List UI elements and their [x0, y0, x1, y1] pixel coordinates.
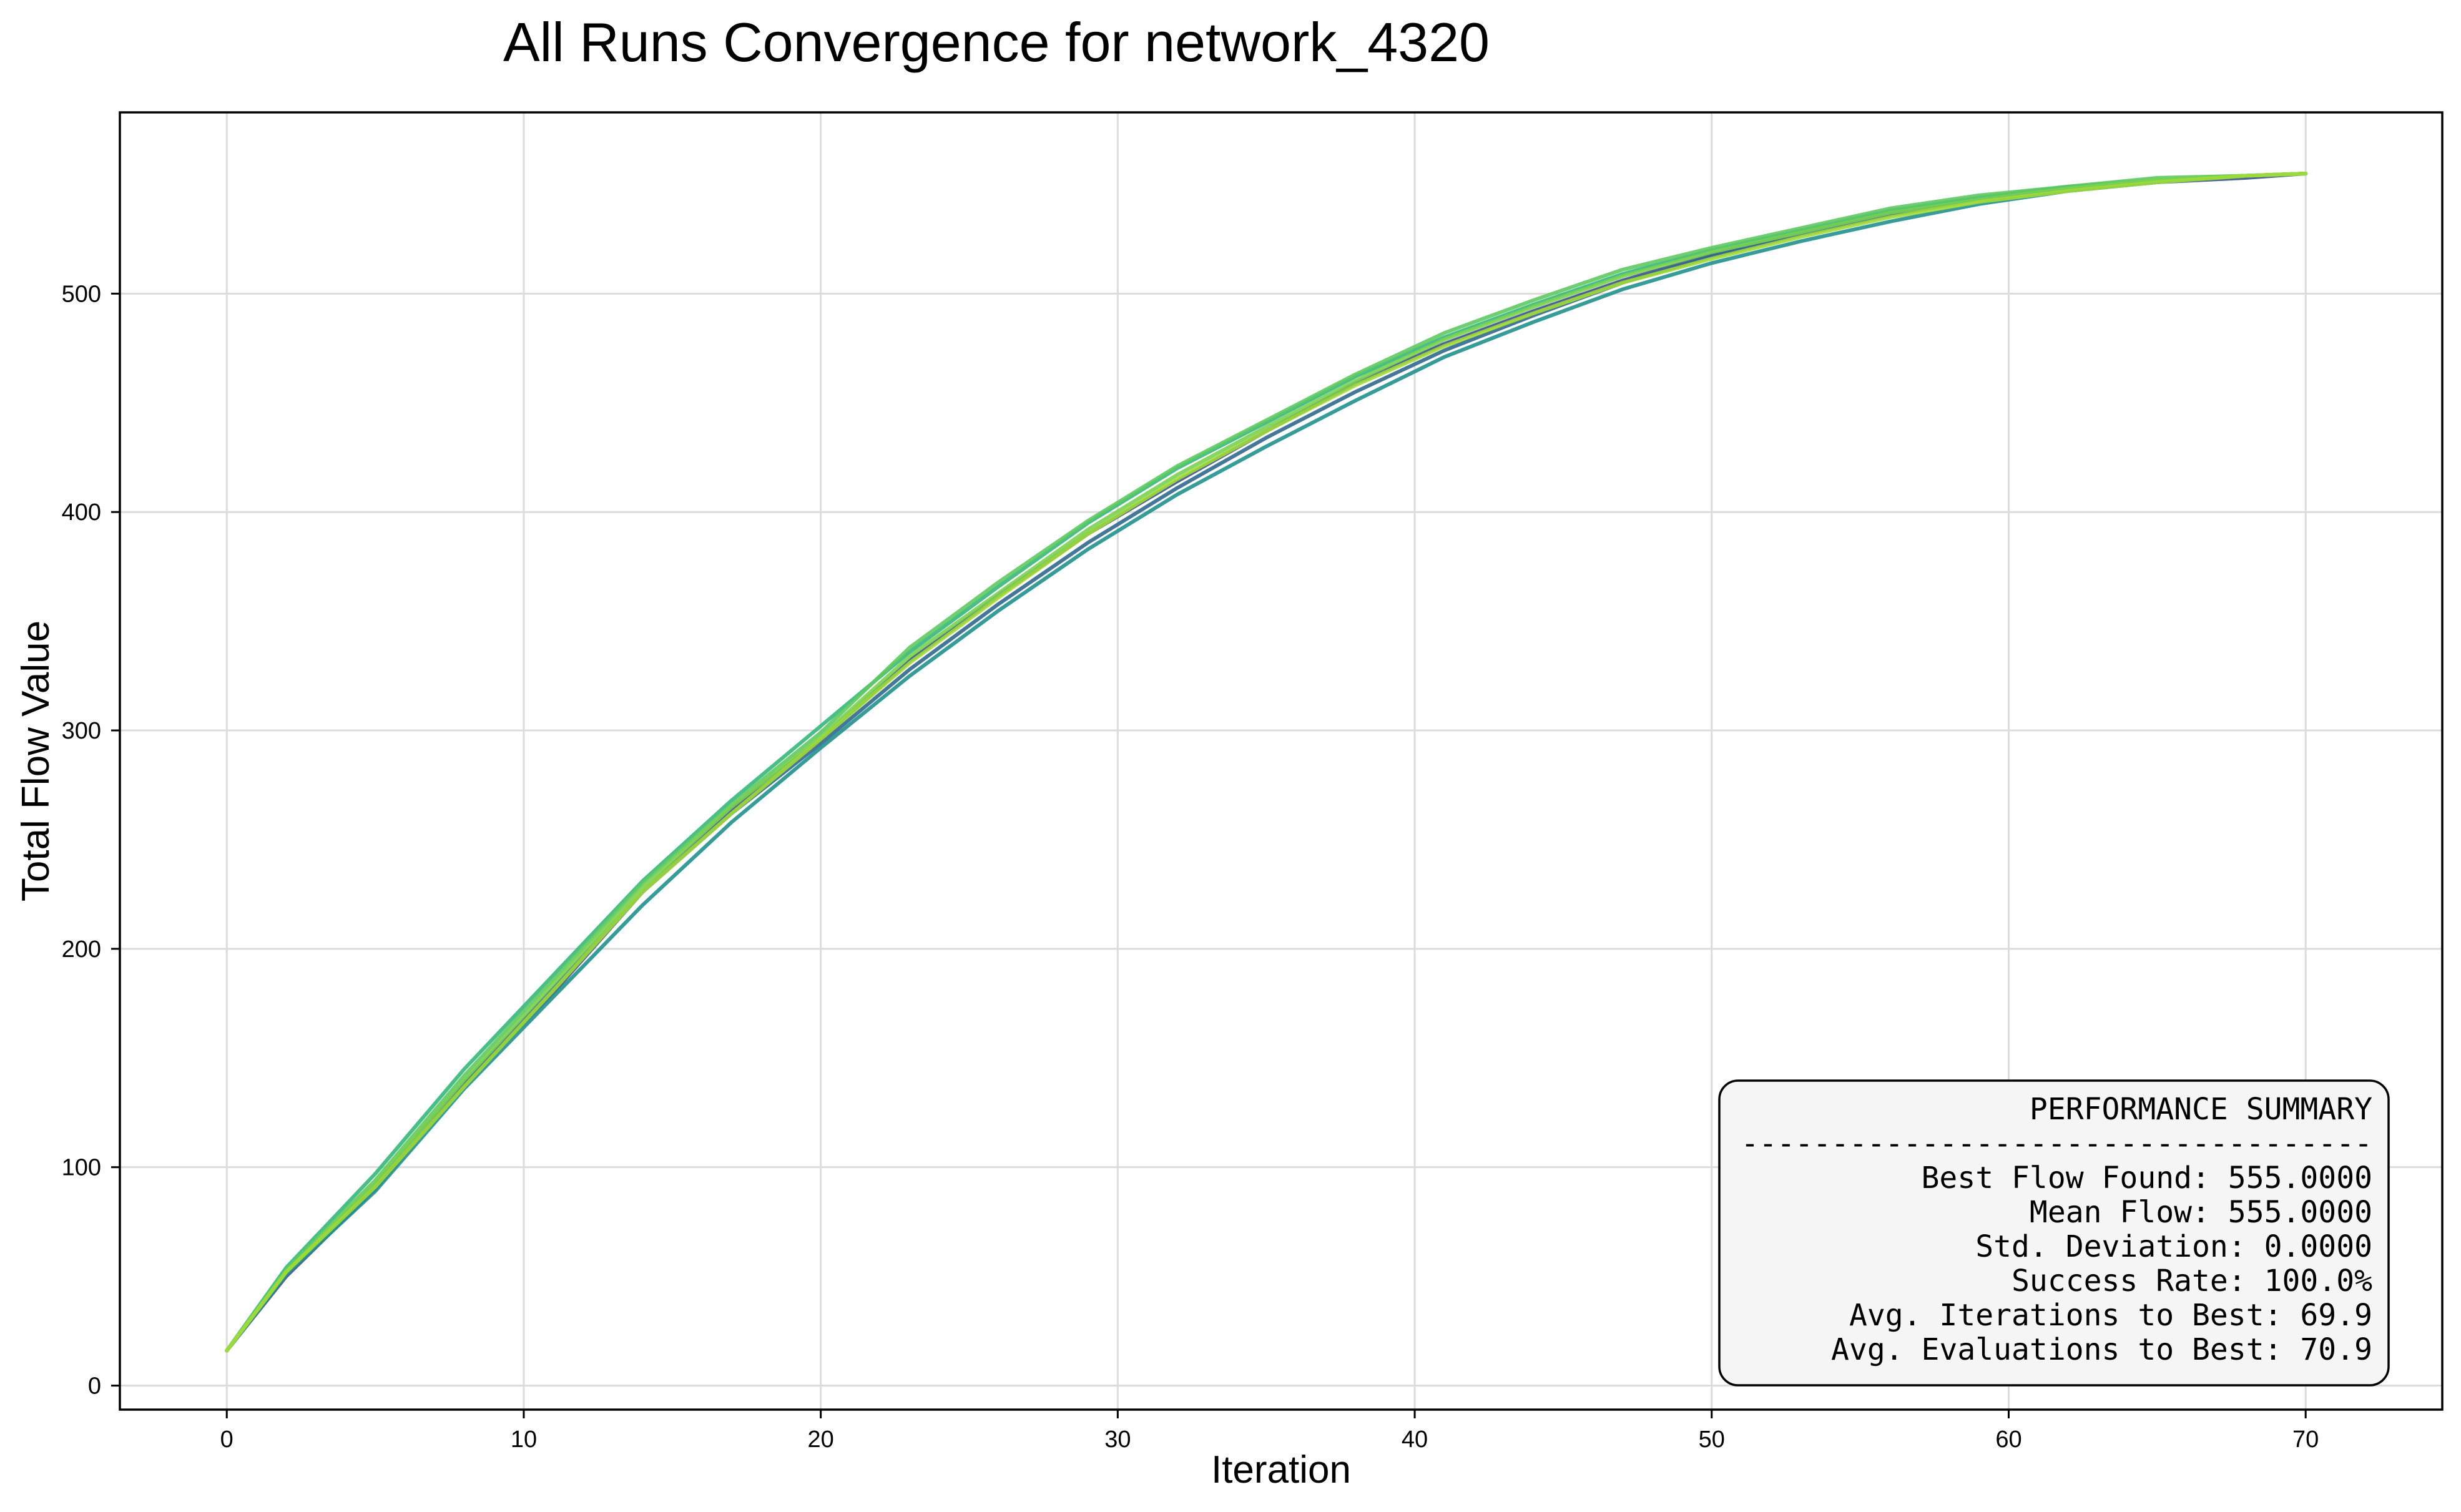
axis-ticks: 0 10 20 30 40 50 60 70 0 100 200 300 400 500 [62, 281, 2319, 1453]
summary-box-background [1718, 1079, 2390, 1387]
performance-summary-box: PERFORMANCE SUMMARY --------------------… [1718, 1079, 2390, 1387]
summary-mean-flow: Mean Flow: 555.0000 [2030, 1195, 2372, 1230]
summary-separator: ----------------------------------- [1741, 1126, 2372, 1161]
x-tick-label: 20 [808, 1426, 834, 1453]
series-line-run-3 [225, 172, 2308, 1353]
y-tick-label: 300 [62, 718, 101, 744]
x-axis-label: Iteration [1211, 1448, 1351, 1491]
y-axis-label: Total Flow Value [14, 621, 57, 901]
series-lines [225, 172, 2308, 1353]
x-tick-label: 40 [1402, 1426, 1428, 1453]
summary-success-rate: Success Rate: 100.0% [2012, 1264, 2372, 1298]
summary-std-deviation: Std. Deviation: 0.0000 [1975, 1229, 2372, 1264]
x-tick-label: 70 [2292, 1426, 2319, 1453]
x-tick-label: 10 [511, 1426, 537, 1453]
series-line-run-6 [225, 172, 2308, 1353]
y-tick-label: 100 [62, 1155, 101, 1181]
x-tick-label: 50 [1699, 1426, 1725, 1453]
y-tick-label: 500 [62, 281, 101, 307]
x-tick-label: 60 [1995, 1426, 2021, 1453]
plot-frame [119, 111, 2444, 1411]
series-line-run-7 [225, 172, 2308, 1353]
summary-avg-evaluations: Avg. Evaluations to Best: 70.9 [1831, 1332, 2372, 1367]
x-tick-label: 30 [1104, 1426, 1131, 1453]
y-tick-label: 200 [62, 936, 101, 963]
y-tick-label: 0 [88, 1373, 101, 1400]
summary-best-flow: Best Flow Found: 555.0000 [1922, 1161, 2372, 1195]
x-tick-label: 0 [220, 1426, 233, 1453]
summary-heading: PERFORMANCE SUMMARY [2030, 1092, 2372, 1127]
chart-title: All Runs Convergence for network_4320 [503, 11, 1490, 73]
series-line-run-5 [225, 172, 2308, 1353]
y-tick-label: 400 [62, 499, 101, 526]
series-line-run-4 [225, 172, 2308, 1353]
summary-avg-iterations: Avg. Iterations to Best: 69.9 [1849, 1298, 2372, 1333]
